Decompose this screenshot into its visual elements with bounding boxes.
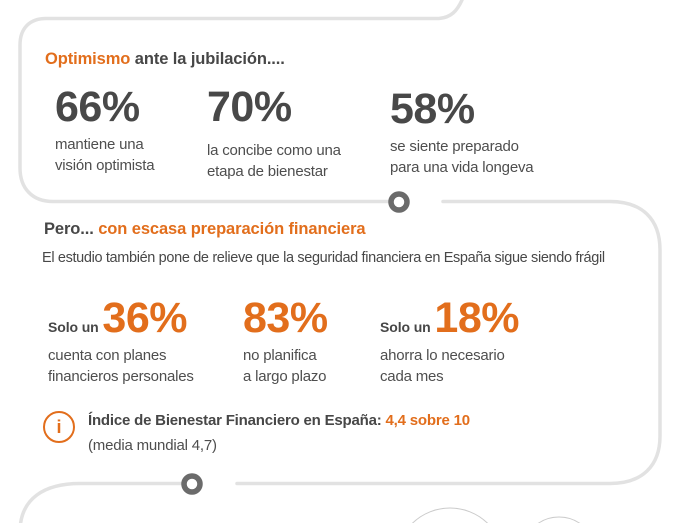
decorative-circle-large xyxy=(411,507,489,523)
stat-ahorro-prefix: Solo un xyxy=(380,319,435,335)
stat-bienestar: 70% la concibe como una etapa de bienest… xyxy=(207,85,341,182)
stat-optimista-value: 66% xyxy=(55,83,140,131)
stat-ahorro-value: 18% xyxy=(434,294,519,342)
index-note: (media mundial 4,7) xyxy=(88,437,217,454)
stat-bienestar-value: 70% xyxy=(207,83,292,131)
optimismo-title: Optimismo ante la jubilación.... xyxy=(45,50,285,69)
stat-planifica: 83% no planifica a largo plazo xyxy=(243,296,328,387)
timeline-node-1 xyxy=(388,191,410,213)
stat-planes-value: 36% xyxy=(102,294,187,342)
info-icon: i xyxy=(43,411,75,443)
stat-longevidad-label: se siente preparado para una vida longev… xyxy=(390,138,534,176)
stat-planifica-row: 83% xyxy=(243,296,328,340)
stat-optimista: 66% mantiene una visión optimista xyxy=(55,83,155,176)
decorative-circle-small xyxy=(537,516,581,523)
financiera-subtitle: El estudio también pone de relieve que l… xyxy=(42,250,605,266)
index-label: Índice de Bienestar Financiero en España… xyxy=(88,412,386,429)
stat-longevidad: 58% se siente preparado para una vida lo… xyxy=(390,85,534,178)
index-line: Índice de Bienestar Financiero en España… xyxy=(88,412,470,429)
optimismo-title-rest: ante la jubilación.... xyxy=(130,50,285,68)
stat-planes-prefix: Solo un xyxy=(48,319,103,335)
stat-planifica-label: no planifica a largo plazo xyxy=(243,347,327,385)
stat-planes-label: cuenta con planes financieros personales xyxy=(48,347,194,385)
financiera-title-highlight: con escasa preparación financiera xyxy=(98,220,366,238)
path-bottom-left xyxy=(18,481,183,523)
stat-ahorro-label: ahorra lo necesario cada mes xyxy=(380,347,505,385)
stat-planes-row: Solo un 36% xyxy=(48,296,194,340)
index-value: 4,4 sobre 10 xyxy=(385,412,471,429)
info-icon-glyph: i xyxy=(56,416,62,437)
stat-ahorro: Solo un 18% ahorra lo necesario cada mes xyxy=(380,296,519,387)
financiera-title-prefix: Pero... xyxy=(44,220,99,238)
timeline-node-2 xyxy=(181,473,203,495)
financiera-title: Pero... con escasa preparación financier… xyxy=(44,220,366,239)
stat-optimista-label: mantiene una visión optimista xyxy=(55,136,155,174)
optimismo-title-highlight: Optimismo xyxy=(45,50,131,68)
stat-bienestar-label: la concibe como una etapa de bienestar xyxy=(207,142,341,180)
stat-planifica-value: 83% xyxy=(243,294,328,342)
stat-longevidad-value: 58% xyxy=(390,85,475,133)
stat-planes: Solo un 36% cuenta con planes financiero… xyxy=(48,296,194,387)
stat-ahorro-row: Solo un 18% xyxy=(380,296,519,340)
